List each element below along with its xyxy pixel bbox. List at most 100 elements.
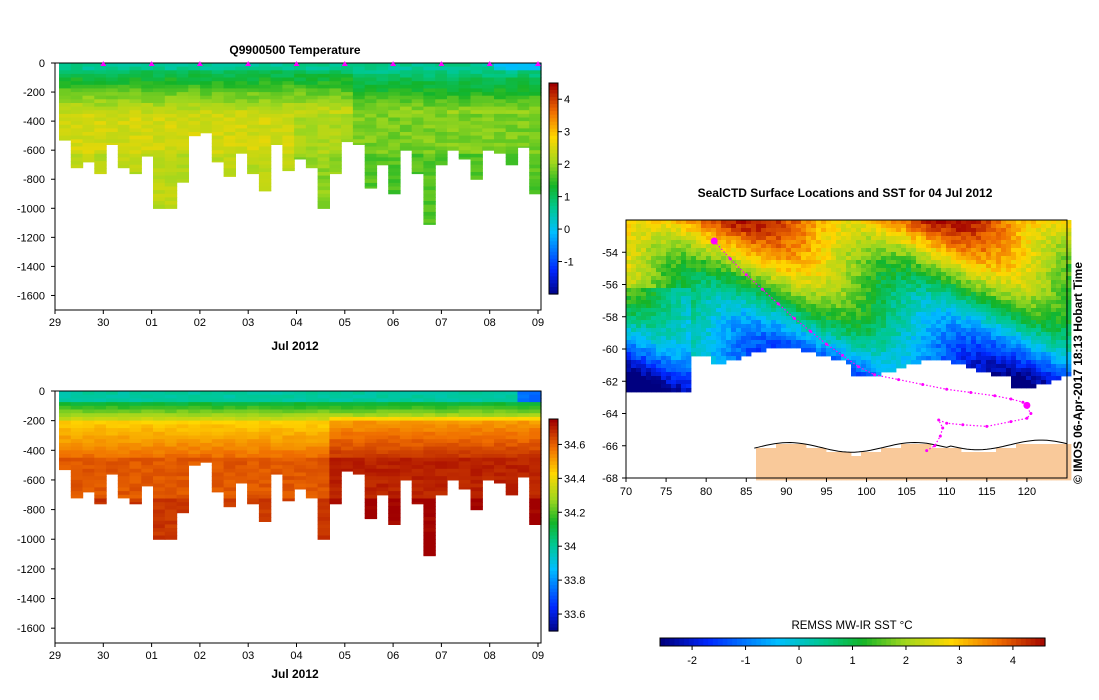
sst-cell xyxy=(1041,236,1047,241)
sst-cell xyxy=(706,236,712,241)
sst-cell xyxy=(1011,288,1017,293)
salinity-cell xyxy=(376,416,389,422)
salinity-cell xyxy=(223,424,236,429)
sst-cell xyxy=(641,292,647,297)
sst-cell xyxy=(956,276,962,281)
sst-cell xyxy=(1021,228,1027,233)
temperature-cell xyxy=(505,113,519,119)
sst-cell xyxy=(731,220,737,225)
salinity-cell xyxy=(117,420,131,425)
salinity-cell xyxy=(364,517,378,520)
sst-cell xyxy=(966,232,972,237)
salinity-cell xyxy=(352,428,366,433)
salinity-cell xyxy=(141,391,154,396)
sst-cell xyxy=(661,276,667,281)
sst-cell xyxy=(1021,260,1027,265)
temperature-cell xyxy=(388,182,401,188)
sst-cell xyxy=(861,264,867,269)
sst-cell xyxy=(841,228,847,233)
salinity-cell xyxy=(494,398,507,403)
temperature-cell xyxy=(517,103,530,108)
sst-cell xyxy=(666,280,672,285)
sst-cell xyxy=(976,304,982,309)
temperature-cell xyxy=(200,110,213,115)
sst-cell xyxy=(1036,312,1042,317)
sst-cell xyxy=(726,272,732,277)
sst-cell xyxy=(851,316,857,321)
salinity-cell xyxy=(517,461,530,466)
salinity-cell xyxy=(258,420,272,425)
salinity-cell xyxy=(435,394,448,399)
sst-cell xyxy=(766,220,772,225)
temperature-cell xyxy=(352,117,366,122)
salinity-cell xyxy=(505,465,519,470)
sst-cell xyxy=(1031,316,1037,321)
salinity-cell xyxy=(399,391,413,396)
sst-cell xyxy=(721,256,727,261)
salinity-cell xyxy=(529,435,542,440)
sst-cell xyxy=(941,292,947,297)
salinity-cell xyxy=(141,424,154,429)
temperature-cell xyxy=(447,142,460,148)
temperature-cell xyxy=(470,142,483,148)
sst-cell xyxy=(966,228,972,233)
temperature-cell xyxy=(164,193,178,198)
temperature-cell xyxy=(70,70,84,75)
salinity-cell xyxy=(258,483,272,488)
salinity-cell xyxy=(59,461,72,466)
sst-cell xyxy=(756,236,762,241)
temperature-cell xyxy=(505,132,519,137)
sst-cell xyxy=(766,296,772,301)
sst-cell xyxy=(646,288,652,293)
salinity-cell xyxy=(94,487,107,492)
sst-cell xyxy=(771,252,777,257)
sst-cell xyxy=(956,228,962,233)
sst-cell xyxy=(766,292,772,297)
salinity-cell xyxy=(294,450,307,455)
salinity-cell xyxy=(352,457,366,462)
salinity-cell xyxy=(376,394,389,399)
salinity-cell xyxy=(70,483,84,488)
salinity-cell xyxy=(341,442,354,448)
sst-cell xyxy=(686,244,692,249)
temperature-cell xyxy=(341,81,354,86)
sst-cell xyxy=(646,224,652,229)
salinity-cell xyxy=(294,391,307,396)
sst-cell xyxy=(746,240,752,245)
salinity-cell xyxy=(164,420,178,425)
salinity-cell xyxy=(364,479,378,485)
salinity-cell xyxy=(329,498,342,503)
temperature-cell xyxy=(70,161,84,166)
salinity-cell xyxy=(188,402,201,407)
salinity-cell xyxy=(270,442,283,448)
sst-cell xyxy=(866,304,872,309)
sst-cell xyxy=(866,300,872,305)
salinity-cell xyxy=(364,446,378,451)
salinity-cell xyxy=(423,517,436,522)
sst-cell xyxy=(906,272,912,277)
temperature-cell xyxy=(364,179,378,184)
temperature-colorbar-swatch xyxy=(549,223,558,228)
temperature-cell xyxy=(352,99,366,104)
sst-cell xyxy=(791,308,797,313)
sst-cell xyxy=(926,288,932,293)
sst-cell xyxy=(781,296,787,301)
temperature-cell xyxy=(247,164,260,169)
temperature-cell xyxy=(129,135,142,140)
sst-cell xyxy=(1046,280,1052,285)
sst-cell xyxy=(656,240,662,245)
salinity-cell xyxy=(399,476,413,481)
sst-cell xyxy=(986,252,992,257)
sst-cell xyxy=(1036,224,1042,229)
temperature-cell xyxy=(399,139,413,144)
sst-cell xyxy=(921,296,927,301)
sst-cell xyxy=(851,320,857,325)
sst-cell xyxy=(676,260,682,265)
sst-cell xyxy=(816,224,822,229)
sst-cell xyxy=(821,240,827,245)
salinity-cell xyxy=(164,524,178,529)
sst-cell xyxy=(901,248,907,253)
temperature-cell xyxy=(364,110,378,115)
sst-cell xyxy=(1001,288,1007,293)
sst-cell xyxy=(716,300,722,305)
